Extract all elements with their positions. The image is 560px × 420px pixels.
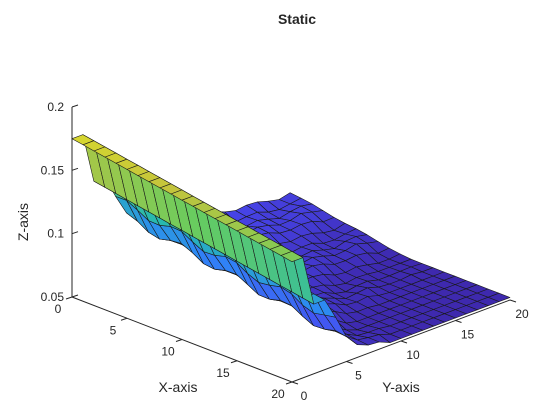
y-axis-label: Y-axis [382,379,420,395]
surface [71,134,511,346]
y-tick-mark [455,320,462,323]
y-tick-label: 10 [406,348,420,362]
z-axis-label: Z-axis [15,203,31,241]
y-tick-label: 5 [355,369,362,383]
x-tick-label: 0 [55,302,62,316]
y-tick-mark [400,340,408,344]
x-tick-label: 15 [216,366,230,380]
chart-title: Static [278,11,316,27]
z-tick-mark [71,167,79,171]
z-tick-label: 0.05 [41,290,65,304]
x-tick-mark [175,339,183,342]
z-tick-mark [71,294,79,298]
z-tick-label: 0.15 [41,163,65,177]
y-tick-label: 15 [461,328,475,342]
x-tick-mark [285,381,293,385]
z-tick-label: 0.2 [47,100,64,114]
tick-labels: 0 5 10 15 20 0 5 10 15 20 0.05 0.1 0.15 0.2 [41,100,529,403]
y-tick-mark [509,299,517,303]
y-tick-label: 0 [301,389,308,403]
surface-patch [280,251,304,263]
z-tick-mark [71,231,79,235]
x-axis-label: X-axis [159,379,198,395]
x-tick-label: 10 [161,345,175,359]
x-tick-label: 5 [110,323,117,337]
z-tick-mark [71,104,79,108]
y-tick-label: 20 [515,307,529,321]
y-tick-mark [291,381,299,385]
z-tick-label: 0.1 [47,227,64,241]
x-tick-label: 20 [271,387,285,401]
x-tick-mark [120,317,128,321]
x-tick-mark [230,360,238,364]
y-tick-mark [346,361,353,364]
x-tick-mark [65,296,73,300]
